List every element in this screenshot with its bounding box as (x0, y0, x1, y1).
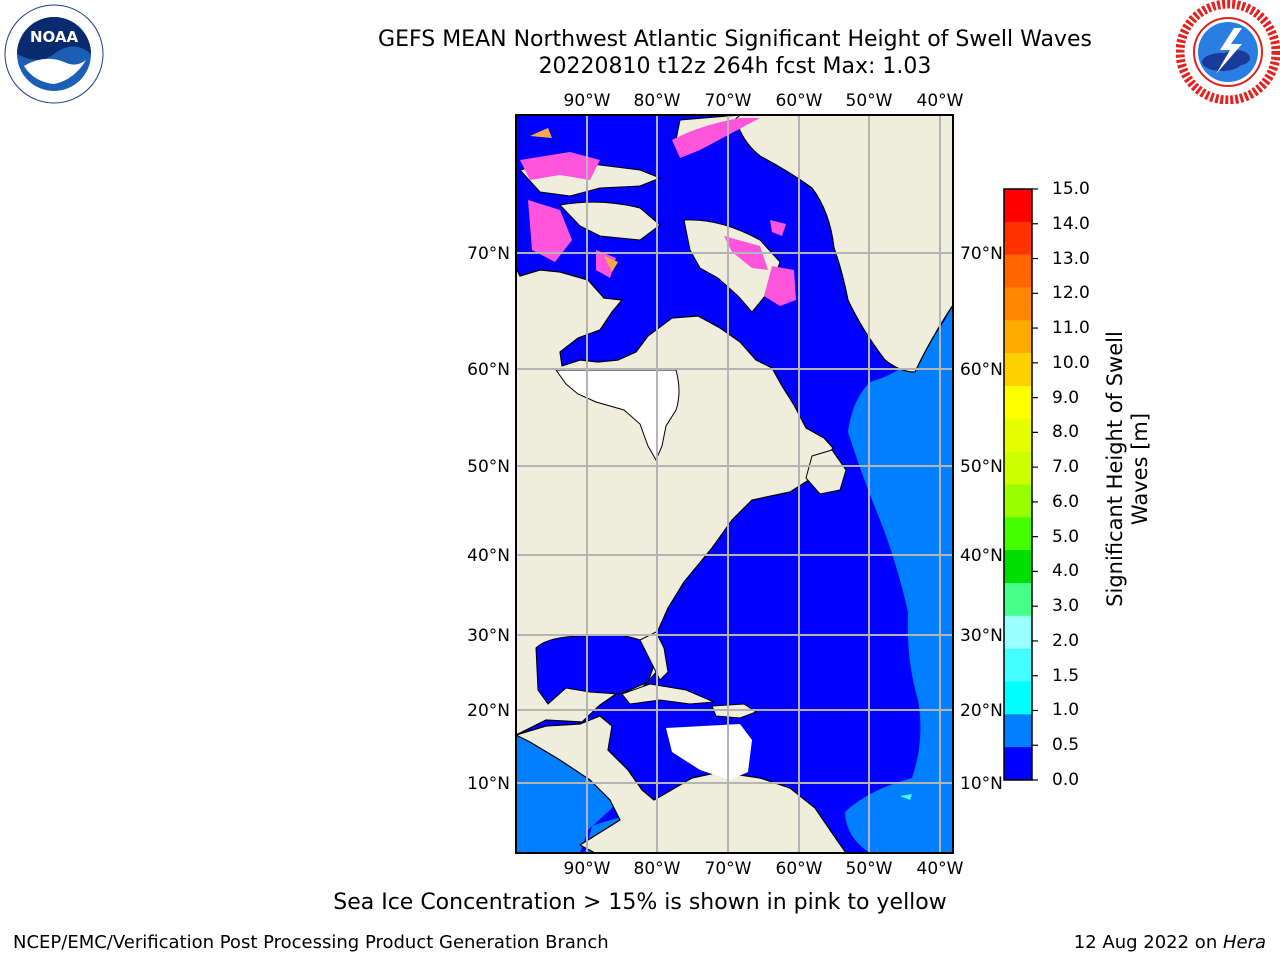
greenland-land (734, 114, 954, 373)
colorbar-segment (1004, 648, 1032, 682)
colorbar-tick-label: 0.5 (1052, 735, 1080, 756)
lon-label: 40°W (917, 91, 964, 111)
colorbar-tick-label: 13.0 (1052, 248, 1090, 269)
lon-labels-bottom: 90°W 80°W 70°W 60°W 50°W 40°W (564, 859, 964, 879)
colorbar-segment (1004, 583, 1032, 617)
high-swell-spot (900, 794, 912, 800)
footer-branch: NCEP/EMC/Verification Post Processing Pr… (13, 932, 609, 953)
arctic-island-2 (558, 201, 661, 241)
colorbar-tick-label: 15.0 (1052, 179, 1090, 199)
lat-label: 20°N (467, 701, 510, 721)
colorbar-tick-label: 1.0 (1052, 700, 1080, 721)
colorbar-tick-label: 12.0 (1052, 283, 1090, 304)
lat-label: 40°N (467, 546, 510, 566)
noaa-logo-text: NOAA (30, 28, 79, 46)
lat-labels-right: 70°N 60°N 50°N 40°N 30°N 20°N 10°N (960, 244, 1003, 794)
colorbar-tick-label: 0.0 (1052, 770, 1080, 790)
colorbar-tick-label: 3.0 (1052, 596, 1080, 617)
colorbar-segment (1004, 747, 1032, 781)
sea-ice (520, 118, 796, 306)
colorbar-segment (1004, 714, 1032, 748)
footer-date-text: 12 Aug 2022 on (1073, 932, 1223, 953)
lat-label: 50°N (960, 457, 1003, 477)
colorbar-segment (1004, 189, 1032, 223)
lon-label: 50°W (846, 91, 893, 111)
colorbar-tick-label: 4.0 (1052, 561, 1080, 582)
colorbar-title: Significant Height of Swell Waves [m] (1103, 331, 1152, 607)
colorbar-segment (1004, 221, 1032, 256)
colorbar-segment (1004, 287, 1032, 321)
colorbar-segment (1004, 254, 1032, 288)
swell-region-pacific (516, 733, 628, 853)
colorbar-tick-label: 8.0 (1052, 422, 1080, 443)
swell-region-east (845, 305, 953, 853)
lat-label: 70°N (467, 244, 510, 264)
lon-label: 90°W (564, 91, 611, 111)
sea-ice-note: Sea Ice Concentration > 15% is shown in … (333, 890, 947, 915)
colorbar-tick-label: 10.0 (1052, 352, 1090, 373)
map-grid (516, 115, 953, 853)
colorbar-segment (1004, 386, 1032, 420)
noaa-logo-icon: NOAA (4, 4, 104, 104)
colorbar-segment (1004, 484, 1032, 518)
lat-label: 20°N (960, 701, 1003, 721)
central-south-america-land (514, 715, 848, 854)
chart-subtitle: 20220810 t12z 264h fcst Max: 1.03 (538, 54, 932, 79)
lon-label: 50°W (846, 859, 893, 879)
lon-label: 70°W (705, 91, 752, 111)
map-panel (514, 114, 954, 854)
nws-logo-icon (1176, 0, 1280, 104)
colorbar-segment (1004, 418, 1032, 453)
lat-label: 30°N (960, 626, 1003, 646)
colorbar-tick-label: 14.0 (1052, 213, 1090, 234)
colorbar-segment (1004, 320, 1032, 354)
lon-label: 60°W (776, 859, 823, 879)
lon-label: 70°W (705, 859, 752, 879)
caribbean-nodata (666, 724, 752, 780)
colorbar-segment (1004, 517, 1032, 551)
colorbar-segment (1004, 681, 1032, 715)
colorbar-segment (1004, 353, 1032, 387)
lon-label: 60°W (776, 91, 823, 111)
colorbar-segment (1004, 550, 1032, 584)
lat-label: 70°N (960, 244, 1003, 264)
lon-label: 80°W (634, 91, 681, 111)
lon-label: 40°W (917, 859, 964, 879)
lat-label: 40°N (960, 546, 1003, 566)
lat-labels-left: 70°N 60°N 50°N 40°N 30°N 20°N 10°N (467, 244, 510, 794)
chart-title: GEFS MEAN Northwest Atlantic Significant… (378, 27, 1092, 52)
lat-label: 60°N (467, 360, 510, 380)
colorbar-tick-label: 11.0 (1052, 318, 1090, 339)
colorbar-tick-label: 1.5 (1052, 665, 1080, 686)
colorbar (1004, 188, 1038, 781)
lat-label: 30°N (467, 626, 510, 646)
lat-label: 10°N (960, 774, 1003, 794)
lat-label: 50°N (467, 457, 510, 477)
colorbar-frame (1003, 188, 1033, 781)
lon-labels-top: 90°W 80°W 70°W 60°W 50°W 40°W (564, 91, 964, 111)
newfoundland (805, 449, 847, 495)
map-border (515, 114, 954, 854)
colorbar-tick-label: 9.0 (1052, 387, 1080, 408)
lat-label: 60°N (960, 360, 1003, 380)
lat-label: 10°N (467, 774, 510, 794)
lon-label: 80°W (634, 859, 681, 879)
lon-label: 90°W (564, 859, 611, 879)
colorbar-segment (1004, 451, 1032, 485)
colorbar-tick-label: 2.0 (1052, 630, 1080, 651)
colorbar-tick-label: 6.0 (1052, 491, 1080, 512)
colorbar-segment (1004, 615, 1032, 650)
colorbar-tick-label: 5.0 (1052, 526, 1080, 547)
baffin-island (683, 219, 781, 313)
footer-host: Hera (1222, 932, 1266, 953)
colorbar-tick-label: 7.0 (1052, 457, 1080, 478)
footer-date: 12 Aug 2022 on Hera (1074, 932, 1266, 953)
